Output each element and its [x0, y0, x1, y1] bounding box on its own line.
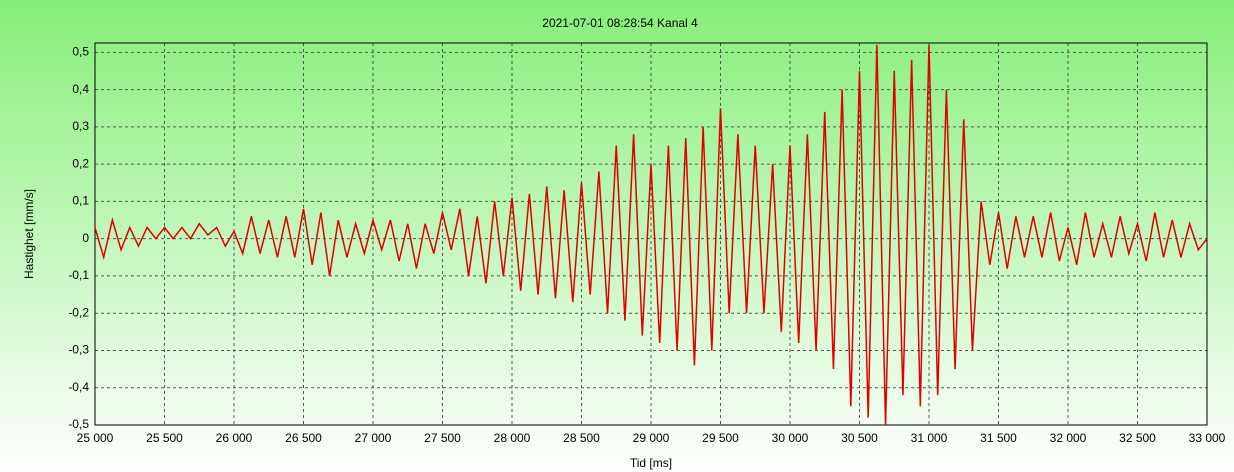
x-tick-label: 32 500 — [1119, 431, 1156, 445]
y-axis-label: Hastighet [mm/s] — [22, 189, 36, 279]
y-tick-label: -0,5 — [68, 417, 89, 431]
x-tick-label: 29 000 — [633, 431, 670, 445]
x-tick-label: 28 000 — [494, 431, 531, 445]
x-tick-label: 30 500 — [841, 431, 878, 445]
x-tick-label: 27 500 — [424, 431, 461, 445]
y-tick-label: -0,1 — [68, 268, 89, 282]
data-line — [94, 44, 1208, 426]
x-tick-label: 25 500 — [146, 431, 183, 445]
chart-title: 2021-07-01 08:28:54 Kanal 4 — [542, 16, 698, 30]
x-tick-label: 27 000 — [355, 431, 392, 445]
y-tick-label: 0,4 — [72, 82, 89, 96]
y-tick-label: 0,3 — [72, 119, 89, 133]
y-tick-label: 0 — [82, 231, 89, 245]
plot-frame — [94, 42, 1208, 426]
x-tick-label: 32 000 — [1050, 431, 1087, 445]
x-tick-label: 26 000 — [216, 431, 253, 445]
y-tick-label: -0,3 — [68, 343, 89, 357]
x-axis-label: Tid [ms] — [630, 456, 672, 470]
x-tick-label: 30 000 — [772, 431, 809, 445]
x-tick-label: 25 000 — [77, 431, 114, 445]
y-tick-label: 0,1 — [72, 194, 89, 208]
x-tick-label: 31 500 — [980, 431, 1017, 445]
y-tick-label: -0,2 — [68, 305, 89, 319]
x-tick-label: 31 000 — [911, 431, 948, 445]
x-tick-label: 29 500 — [702, 431, 739, 445]
x-tick-label: 26 500 — [285, 431, 322, 445]
y-tick-label: 0,2 — [72, 156, 89, 170]
x-tick-label: 33 000 — [1189, 431, 1226, 445]
y-tick-label: 0,5 — [72, 44, 89, 58]
x-tick-label: 28 500 — [563, 431, 600, 445]
y-tick-label: -0,4 — [68, 380, 89, 394]
